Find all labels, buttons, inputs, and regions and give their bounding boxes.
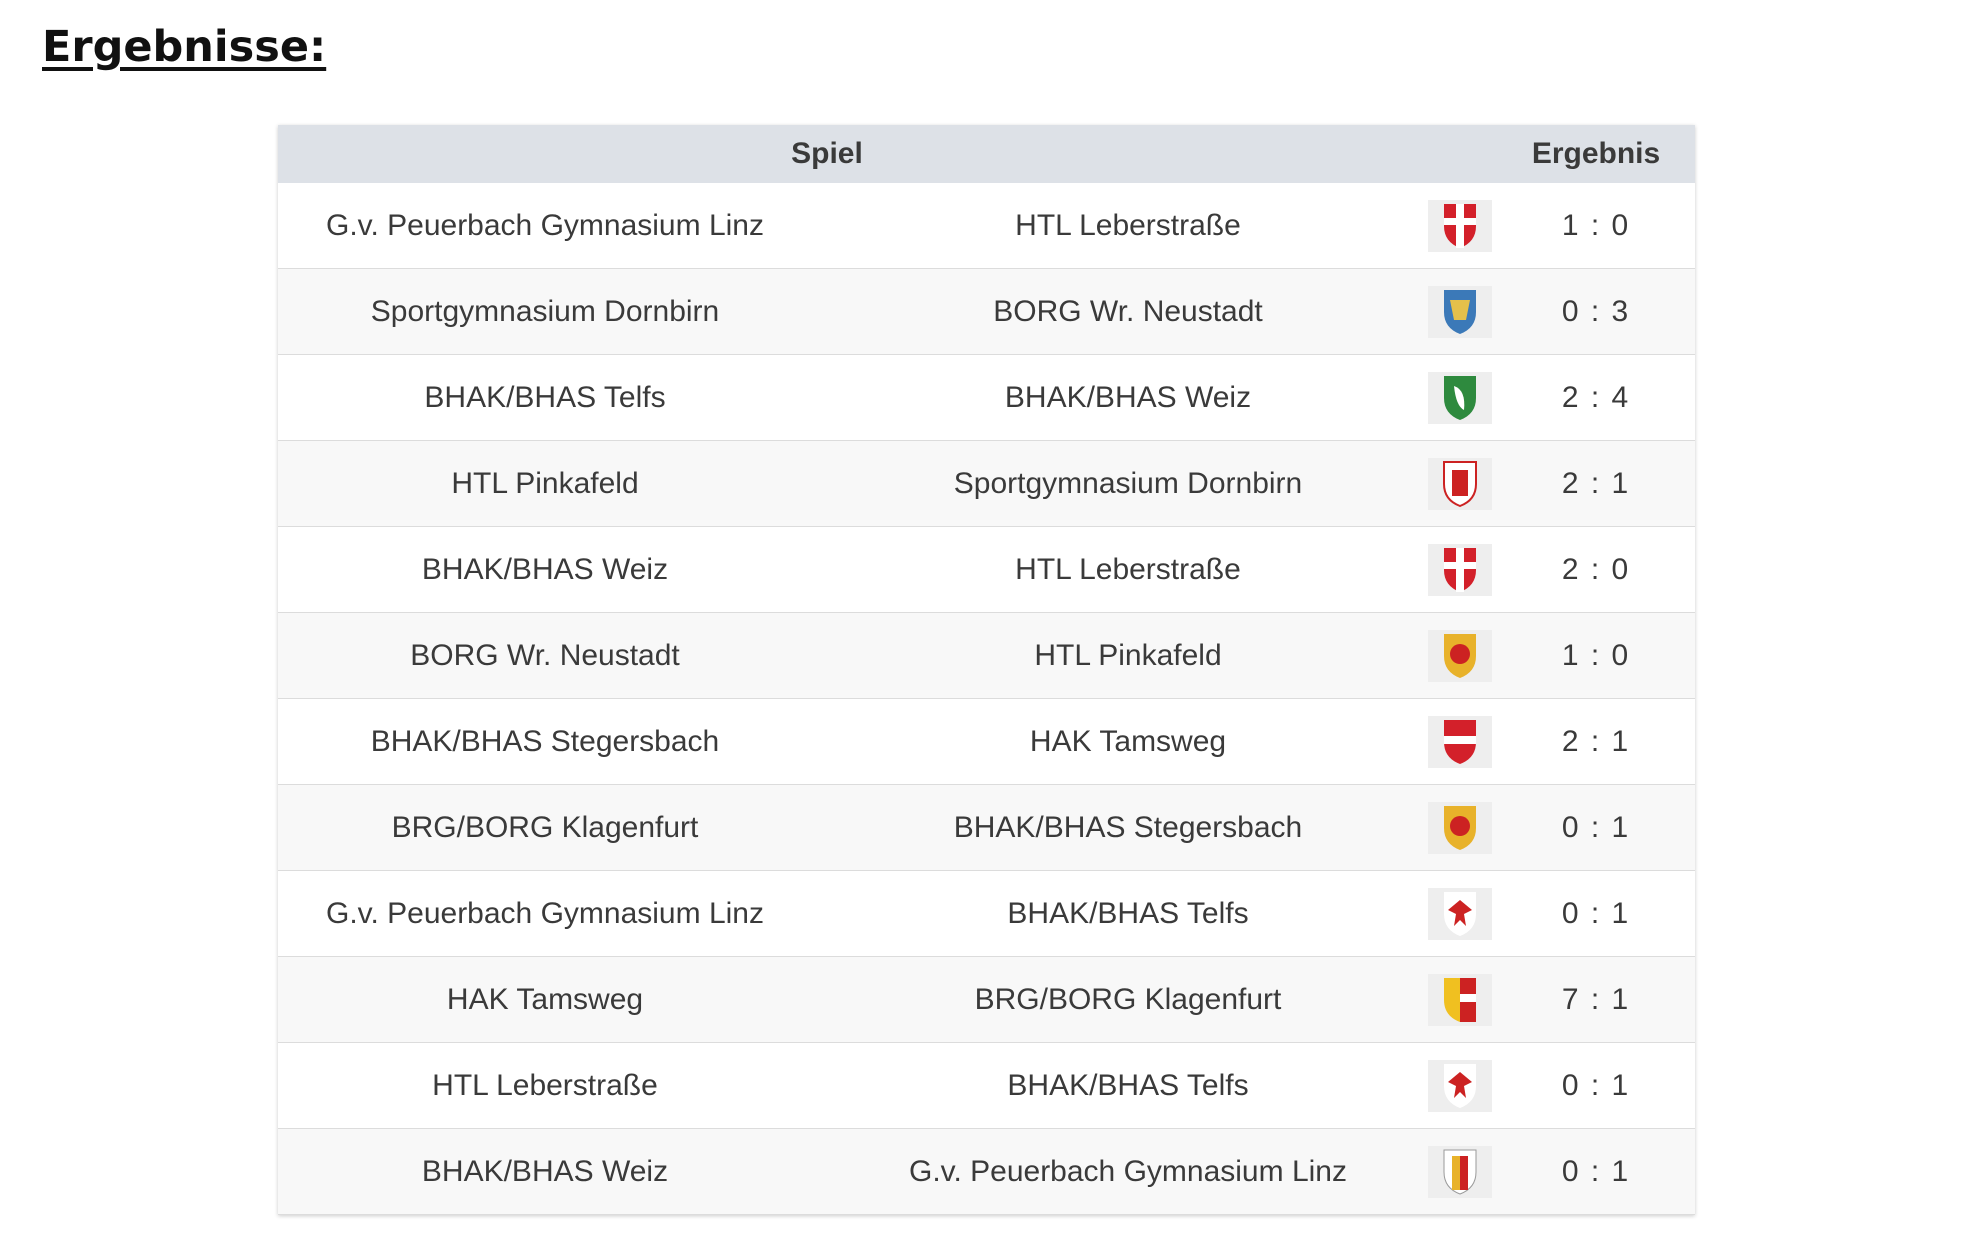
coat-of-arms (1444, 548, 1476, 592)
home-team: BHAK/BHAS Weiz (421, 552, 669, 586)
state-icon (1428, 1146, 1492, 1198)
home-team: Sportgymnasium Dornbirn (370, 294, 720, 328)
state-icon (1428, 1060, 1492, 1112)
table-row: BHAK/BHAS Stegersbach HAK Tamsweg 2 : 1 (278, 699, 1695, 785)
state-icon (1428, 716, 1492, 768)
table-row: HAK Tamsweg BRG/BORG Klagenfurt 7 : 1 (278, 957, 1695, 1043)
state-icon (1428, 458, 1492, 510)
results-table: Spiel Ergebnis G.v. Peuerbach Gymnasium … (278, 125, 1695, 1215)
away-team: G.v. Peuerbach Gymnasium Linz (909, 1154, 1347, 1188)
away-team: HTL Leberstraße (1015, 208, 1241, 242)
coat-of-arms (1443, 1149, 1477, 1195)
score: 2 : 1 (1561, 724, 1631, 758)
away-team: BHAK/BHAS Telfs (1007, 896, 1249, 930)
state-icon (1428, 286, 1492, 338)
score: 0 : 3 (1561, 294, 1631, 328)
coat-of-arms (1444, 978, 1476, 1022)
score: 2 : 1 (1561, 466, 1631, 500)
state-icon (1428, 974, 1492, 1026)
score: 2 : 0 (1561, 552, 1631, 586)
coat-of-arms (1444, 720, 1476, 764)
home-team: BHAK/BHAS Weiz (421, 1154, 669, 1188)
score: 0 : 1 (1561, 1154, 1631, 1188)
away-team: BORG Wr. Neustadt (993, 294, 1263, 328)
home-team: HAK Tamsweg (446, 982, 644, 1016)
table-row: G.v. Peuerbach Gymnasium Linz HTL Leberst… (278, 183, 1695, 269)
away-team: BHAK/BHAS Weiz (1004, 380, 1252, 414)
away-team: HAK Tamsweg (1029, 724, 1227, 758)
score: 7 : 1 (1561, 982, 1631, 1016)
table-header: Spiel Ergebnis (278, 125, 1695, 183)
home-team: G.v. Peuerbach Gymnasium Linz (326, 208, 764, 242)
state-icon (1428, 200, 1492, 252)
score: 0 : 1 (1561, 810, 1631, 844)
header-cell: Ergebnis (1531, 137, 1661, 170)
table-row: BHAK/BHAS Telfs BHAK/BHAS Weiz 2 : 4 (278, 355, 1695, 441)
coat-of-arms (1444, 204, 1476, 248)
coat-of-arms (1444, 1064, 1476, 1108)
table-row: Sportgymnasium Dornbirn BORG Wr. Neustadt… (278, 269, 1695, 355)
state-icon (1428, 802, 1492, 854)
state-icon (1428, 372, 1492, 424)
state-icon (1428, 630, 1492, 682)
coat-of-arms (1444, 806, 1476, 850)
score: 0 : 1 (1561, 1068, 1631, 1102)
score: 1 : 0 (1561, 638, 1631, 672)
home-team: BORG Wr. Neustadt (410, 638, 680, 672)
home-team: HTL Leberstraße (432, 1068, 658, 1102)
table-row: HTL Leberstraße BHAK/BHAS Telfs 0 : 1 (278, 1043, 1695, 1129)
table-row: BHAK/BHAS Weiz G.v. Peuerbach Gymnasium L… (278, 1129, 1695, 1215)
away-team: HTL Pinkafeld (1034, 638, 1222, 672)
away-team: HTL Leberstraße (1015, 552, 1241, 586)
table-row: BHAK/BHAS Weiz HTL Leberstraße 2 : 0 (278, 527, 1695, 613)
home-team: BHAK/BHAS Stegersbach (370, 724, 720, 758)
away-team: Sportgymnasium Dornbirn (953, 466, 1303, 500)
score: 1 : 0 (1561, 208, 1631, 242)
table-row: BORG Wr. Neustadt HTL Pinkafeld 1 : 0 (278, 613, 1695, 699)
header-cell: Spiel (791, 137, 863, 170)
away-team: BRG/BORG Klagenfurt (974, 982, 1282, 1016)
table-row: BRG/BORG Klagenfurt BHAK/BHAS Stegersbach… (278, 785, 1695, 871)
home-team: BHAK/BHAS Telfs (424, 380, 666, 414)
page-title: Ergebnisse: (42, 22, 327, 72)
coat-of-arms (1443, 461, 1477, 508)
coat-of-arms (1444, 290, 1476, 334)
coat-of-arms (1444, 634, 1476, 678)
table-row: G.v. Peuerbach Gymnasium Linz BHAK/BHAS T… (278, 871, 1695, 957)
coat-of-arms (1444, 892, 1476, 936)
coat-of-arms (1444, 376, 1476, 420)
state-icon (1428, 544, 1492, 596)
home-team: HTL Pinkafeld (451, 466, 639, 500)
home-team: G.v. Peuerbach Gymnasium Linz (326, 896, 764, 930)
away-team: BHAK/BHAS Stegersbach (953, 810, 1303, 844)
score: 2 : 4 (1561, 380, 1631, 414)
state-icon (1428, 888, 1492, 940)
home-team: BRG/BORG Klagenfurt (391, 810, 699, 844)
away-team: BHAK/BHAS Telfs (1007, 1068, 1249, 1102)
table-row: HTL Pinkafeld Sportgymnasium Dornbirn 2 : … (278, 441, 1695, 527)
score: 0 : 1 (1561, 896, 1631, 930)
